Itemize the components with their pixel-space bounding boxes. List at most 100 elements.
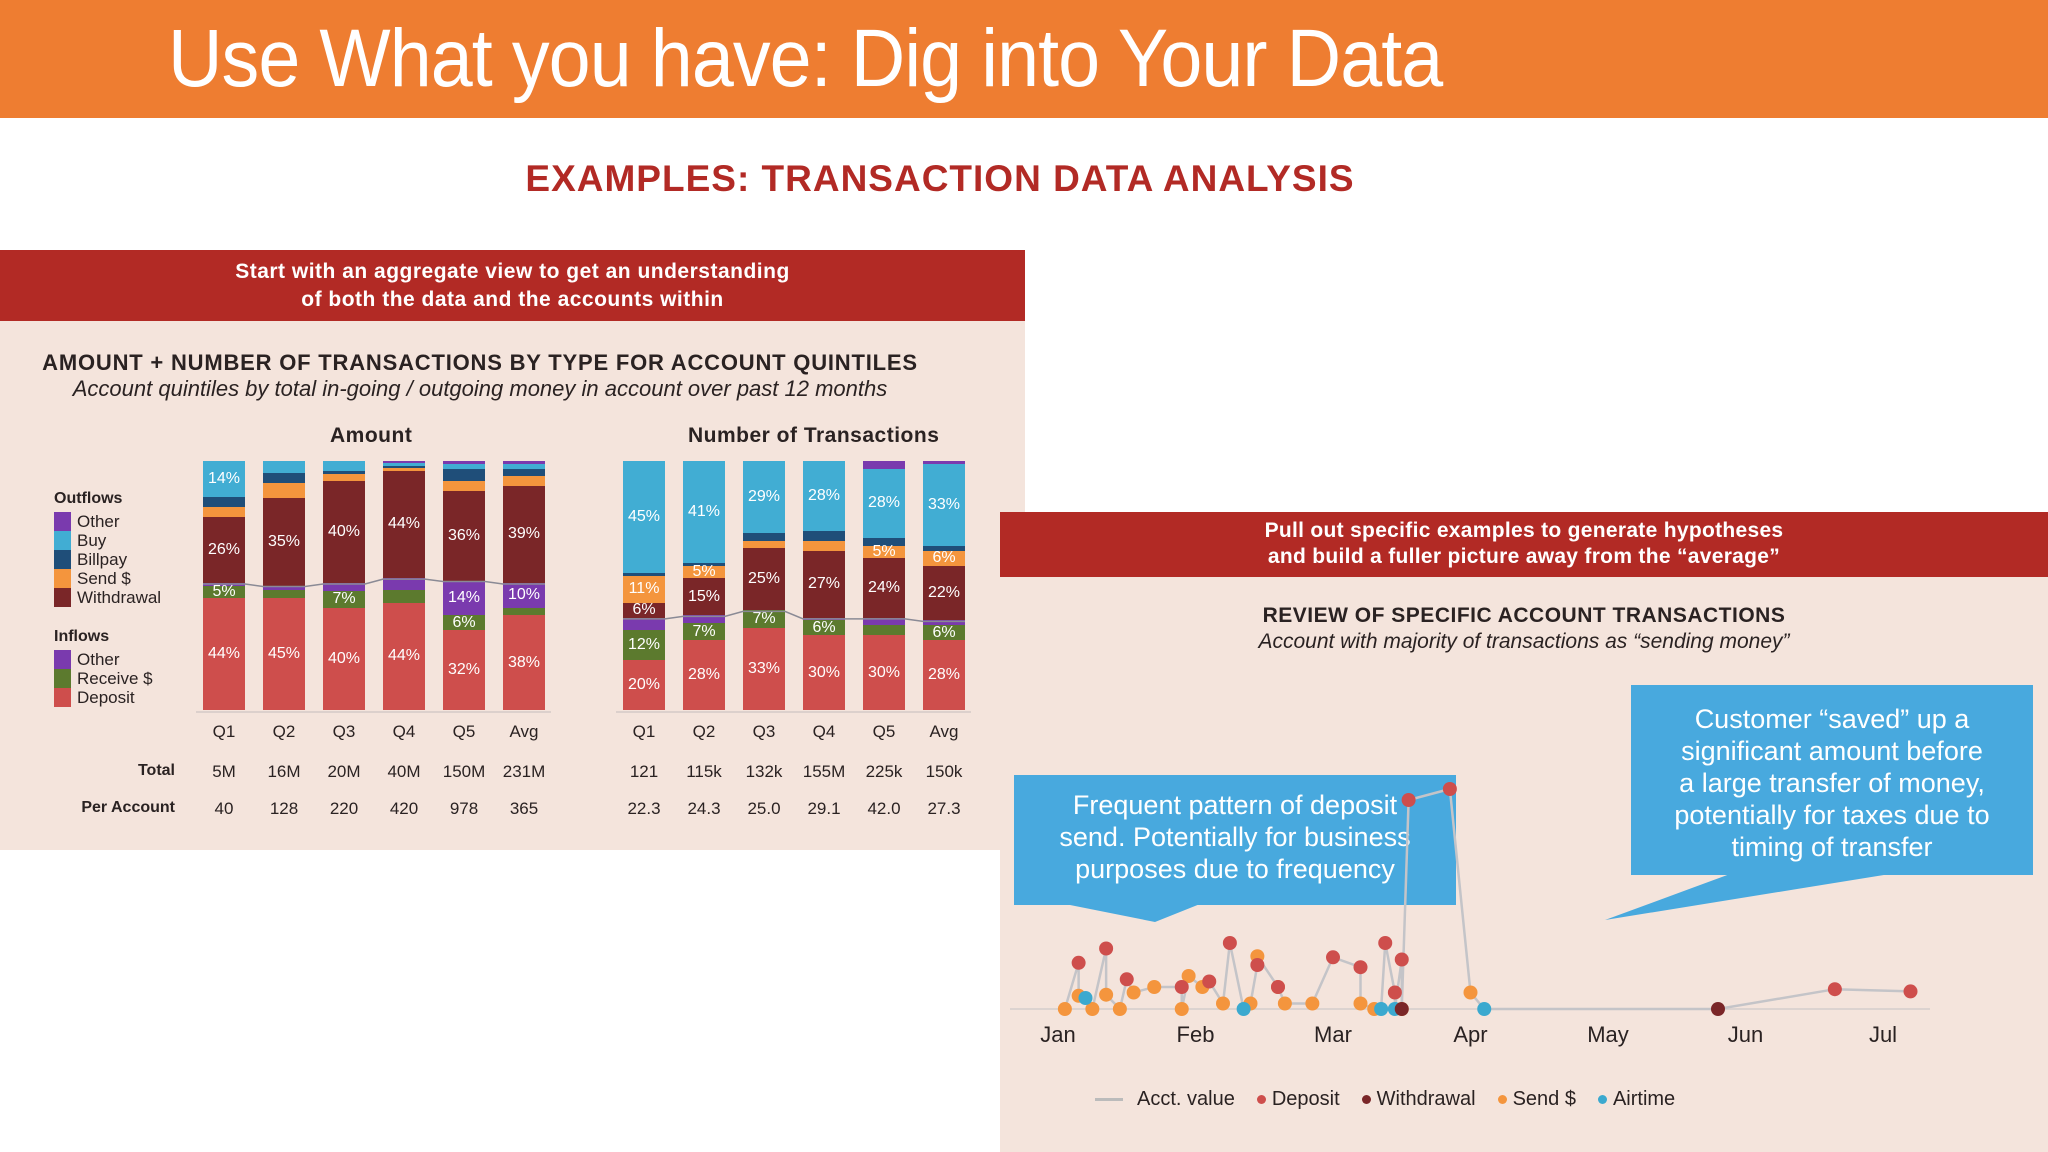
chart-heading: AMOUNT + NUMBER OF TRANSACTIONS BY TYPE … — [42, 350, 918, 375]
row-label-total: Total — [137, 762, 175, 779]
transactions-chart-title: Number of Transactions — [688, 424, 940, 447]
stacked-bar-q2: 28% 7% 15% 5% 41% — [683, 461, 725, 710]
amount-bar-chart: 44% 5% 26% 14% 45% 35% 40% 7% 40% 44% 44% 32% 6% 14% 3… — [203, 461, 553, 710]
legend-item: Send $ — [54, 569, 161, 588]
bar-segment — [923, 461, 965, 464]
callout-line: send. Potentially for business — [1059, 822, 1411, 852]
month-label: Mar — [1314, 1022, 1352, 1047]
legend-swatch — [54, 531, 71, 550]
per-account-cell: 24.3 — [687, 799, 721, 818]
total-cell: 121 — [629, 762, 659, 781]
total-cell: 5M — [212, 762, 236, 781]
bar-segment: 15% — [683, 578, 725, 616]
bar-segment — [503, 475, 545, 486]
banner-line: of both the data and the accounts within — [301, 288, 724, 311]
bar-segment — [383, 590, 425, 603]
stacked-bar-q5: 30% 24% 5% 28% — [863, 461, 905, 710]
bar-segment — [803, 540, 845, 551]
bar-segment: 30% — [863, 635, 905, 710]
legend-label: Billpay — [77, 549, 128, 569]
legend-label: Deposit — [1271, 1088, 1340, 1110]
month-label: Jan — [1040, 1022, 1076, 1047]
bar-segment — [383, 461, 425, 464]
bar-segment — [743, 533, 785, 541]
legend-item: Send $ — [1497, 1088, 1576, 1111]
per-account-cell: 42.0 — [867, 799, 901, 818]
slide-title: Use What you have: Dig into Your Data — [168, 13, 1443, 104]
bar-segment — [383, 463, 425, 466]
bar-segment: 40% — [323, 481, 365, 583]
legend-swatch — [54, 650, 71, 669]
legend-label: Withdrawal — [1376, 1088, 1476, 1110]
bar-segment: 5% — [203, 583, 245, 600]
transactions-bar-chart: 20% 12% 6% 11% 45% 28% 7% 15% 5% 41% 33% 7% 25% 29% 30… — [623, 461, 973, 710]
section-heading: EXAMPLES: TRANSACTION DATA ANALYSIS — [525, 158, 1355, 199]
bar-segment: 10% — [503, 583, 545, 608]
total-cell: 132k — [745, 762, 783, 781]
bar-segment: 27% — [803, 550, 845, 618]
month-label: Apr — [1453, 1022, 1488, 1047]
stacked-bar-q4: 44% 44% — [383, 461, 425, 710]
stacked-bar-q3: 40% 7% 40% — [323, 461, 365, 710]
legend-item: Billpay — [54, 550, 161, 569]
bar-segment: 12% — [623, 630, 665, 661]
x-axis-label: Q1 — [632, 722, 656, 741]
legend-label: Send $ — [1512, 1088, 1576, 1110]
stacked-bar-q3: 33% 7% 25% 29% — [743, 461, 785, 710]
total-cell: 16M — [267, 762, 301, 781]
bar-segment — [263, 590, 305, 598]
month-label: Jun — [1727, 1022, 1764, 1047]
bar-segment: 33% — [923, 463, 965, 546]
legend-swatch — [54, 550, 71, 569]
callout-frequent-pattern: Frequent pattern of deposit send. Potent… — [1014, 775, 1456, 905]
total-cell: 115k — [686, 762, 722, 781]
legend-swatch — [54, 512, 71, 531]
per-account-cell: 29.1 — [807, 799, 841, 818]
bar-segment: 28% — [803, 461, 845, 531]
bar-segment: 44% — [203, 598, 245, 710]
legend-item: Deposit — [54, 688, 153, 707]
bar-segment: 40% — [323, 608, 365, 710]
row-label-per-account: Per Account — [81, 799, 175, 816]
banner-line: and build a fuller picture away from the… — [1267, 545, 1781, 568]
bar-segment — [923, 620, 965, 626]
legend-item: Other — [54, 650, 153, 669]
bar-segment: 7% — [683, 623, 725, 641]
callout-line: timing of transfer — [1731, 832, 1933, 862]
callout-line: purposes due to frequency — [1075, 854, 1395, 884]
x-axis-label: Q3 — [332, 722, 356, 741]
bar-segment — [323, 471, 365, 474]
stacked-bar-q4: 30% 6% 27% 28% — [803, 461, 845, 710]
bar-segment — [683, 563, 725, 566]
bar-segment — [323, 473, 365, 482]
aggregate-view-panel: Start with an aggregate view to get an u… — [0, 250, 1025, 850]
x-axis-label: Q2 — [692, 722, 716, 741]
examples-banner: Pull out specific examples to generate h… — [1000, 512, 2048, 577]
bar-segment — [443, 480, 485, 491]
legend-heading: Inflows — [54, 628, 110, 645]
x-axis-label: Q5 — [452, 722, 476, 741]
total-cell: 150k — [925, 762, 963, 781]
bar-segment: 45% — [623, 461, 665, 574]
aggregate-banner: Start with an aggregate view to get an u… — [0, 250, 1025, 321]
legend-outflows: Outflows Other Buy Billpay Send $ Withdrawal — [54, 490, 161, 607]
bar-segment — [863, 461, 905, 469]
legend-label: Withdrawal — [77, 587, 162, 607]
bar-segment: 7% — [323, 590, 365, 609]
bar-segment: 35% — [263, 498, 305, 586]
bar-segment — [863, 538, 905, 546]
legend-label: Acct. value — [1137, 1088, 1235, 1110]
dot-marker-icon — [1497, 1095, 1507, 1104]
bar-segment: 28% — [683, 640, 725, 710]
bar-segment — [503, 607, 545, 616]
bar-segment — [743, 540, 785, 549]
per-account-cell: 128 — [269, 799, 299, 818]
bar-segment: 25% — [743, 548, 785, 611]
review-subheading: Account with majority of transactions as… — [1258, 630, 1790, 653]
x-axis-label: Q1 — [212, 722, 236, 741]
callout-line: Frequent pattern of deposit — [1072, 790, 1398, 820]
stacked-bar-avg: 28% 6% 22% 6% 33% — [923, 461, 965, 710]
bar-segment — [503, 468, 545, 476]
total-cell: 225k — [865, 762, 903, 781]
transaction-timeline-chart — [1010, 782, 1930, 1016]
